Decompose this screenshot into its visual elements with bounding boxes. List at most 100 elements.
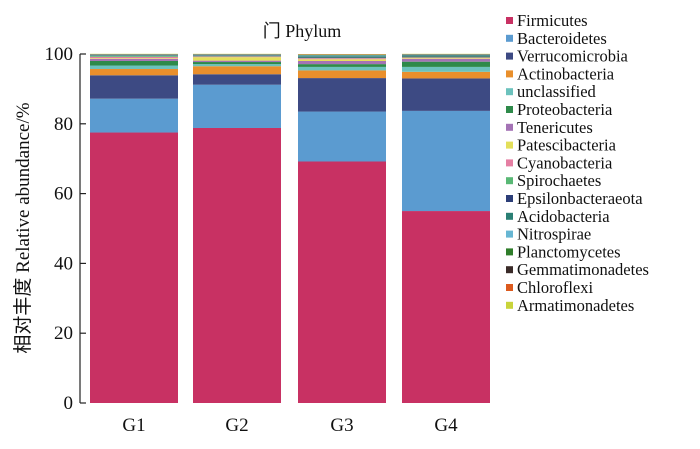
legend-label: Gemmatimonadetes [517, 260, 649, 279]
bars-layer [90, 53, 490, 403]
legend-label: Verrucomicrobia [517, 47, 629, 66]
bar-segment-g2-actinobacteria [193, 66, 281, 75]
x-tick-label: G3 [330, 415, 353, 436]
bar-segment-g1-bacteroidetes [90, 98, 178, 133]
legend-label: Actinobacteria [517, 64, 615, 83]
bar-segment-g3-tenericutes [298, 60, 386, 65]
x-tick-label: G4 [434, 415, 458, 436]
y-axis: 0 20 40 60 80 100 [45, 44, 86, 414]
bar-g2 [193, 53, 281, 403]
legend-item: Planctomycetes [506, 242, 621, 261]
bar-segment-g3-firmicutes [298, 161, 386, 403]
bar-segment-g3-cyanobacteria [298, 58, 386, 60]
legend-swatch [506, 177, 513, 185]
x-axis-labels: G1 G2 G3 G4 [122, 415, 458, 436]
legend-swatch [506, 106, 513, 113]
legend-item: Verrucomicrobia [506, 47, 629, 66]
bar-segment-g4-patescibacteria [402, 58, 490, 59]
bar-g1 [90, 53, 178, 403]
bar-segment-g1-firmicutes [90, 132, 178, 403]
legend-item: Epsilonbacteraeota [506, 189, 643, 208]
legend-item: Armatimonadetes [506, 296, 634, 315]
legend-item: Tenericutes [506, 118, 593, 137]
y-tick-label: 60 [54, 184, 73, 205]
y-tick-label: 100 [45, 44, 74, 65]
bar-segment-g4-tenericutes [402, 58, 490, 62]
bar-segment-g1-cyanobacteria [90, 56, 178, 59]
bar-segment-g3-proteobacteria [298, 64, 386, 67]
legend-label: Nitrospirae [517, 225, 591, 244]
bar-segment-g3-verrucomicrobia [298, 78, 386, 112]
legend-item: Chloroflexi [506, 278, 593, 297]
legend-item: Nitrospirae [506, 225, 591, 244]
bar-segment-g2-unclassified [193, 64, 281, 67]
legend-label: Armatimonadetes [517, 296, 634, 315]
legend-label: Epsilonbacteraeota [517, 189, 643, 208]
bar-segment-g4-spirochaetes [402, 56, 490, 58]
legend-item: Gemmatimonadetes [506, 260, 649, 279]
bar-segment-g3-unclassified [298, 66, 386, 71]
bar-segment-g4-firmicutes [402, 211, 490, 403]
bar-segment-g3-actinobacteria [298, 70, 386, 79]
bar-segment-g4-acidobacteria [402, 55, 490, 56]
legend-swatch [506, 284, 513, 291]
bar-segment-g2-cyanobacteria [193, 56, 281, 58]
legend-swatch [506, 230, 513, 238]
legend-label: Chloroflexi [517, 278, 593, 297]
legend-label: Spirochaetes [517, 171, 601, 190]
bar-segment-g4-verrucomicrobia [402, 78, 490, 111]
legend-swatch [506, 301, 513, 309]
bar-segment-g4-epsilonbacteraeota [402, 55, 490, 57]
bar-segment-g2-spirochaetes [193, 55, 281, 57]
bar-segment-g3-epsilonbacteraeota [298, 56, 386, 58]
bar-segment-g2-bacteroidetes [193, 84, 281, 128]
y-tick-label: 40 [54, 253, 73, 274]
legend-swatch [506, 88, 513, 96]
legend-item: Firmicutes [506, 11, 588, 30]
bar-segment-g1-proteobacteria [90, 60, 178, 66]
bar-segment-g4-unclassified [402, 66, 490, 72]
bar-segment-g2-verrucomicrobia [193, 74, 281, 85]
legend-swatch [506, 195, 513, 202]
legend-swatch [506, 123, 513, 131]
y-tick-label: 0 [64, 393, 74, 414]
bar-segment-g1-actinobacteria [90, 69, 178, 76]
legend: FirmicutesBacteroidetesVerrucomicrobiaAc… [506, 11, 649, 315]
legend-item: Actinobacteria [506, 64, 615, 83]
legend-item: Acidobacteria [506, 207, 610, 226]
bar-segment-g3-spirochaetes [298, 57, 386, 59]
bar-segment-g2-tenericutes [193, 60, 281, 63]
bar-segment-g3-nitrospirae [298, 55, 386, 57]
bar-segment-g1-unclassified [90, 65, 178, 70]
x-tick-label: G1 [122, 415, 145, 436]
legend-item: Spirochaetes [506, 171, 601, 190]
bar-segment-g4-bacteroidetes [402, 110, 490, 212]
legend-label: Proteobacteria [517, 100, 613, 119]
bar-segment-g1-tenericutes [90, 58, 178, 61]
bar-segment-g2-proteobacteria [193, 62, 281, 65]
legend-label: Cyanobacteria [517, 153, 613, 172]
y-tick-label: 20 [54, 323, 73, 344]
bar-segment-g1-verrucomicrobia [90, 75, 178, 99]
y-axis-label: 相对丰度 Relative abundance/% [12, 102, 34, 353]
legend-swatch [506, 141, 513, 149]
legend-item: Proteobacteria [506, 100, 613, 119]
bar-segment-g4-actinobacteria [402, 71, 490, 79]
x-tick-label: G2 [225, 415, 248, 436]
legend-swatch [506, 212, 513, 220]
legend-item: Patescibacteria [506, 136, 617, 155]
bar-segment-g2-patescibacteria [193, 57, 281, 61]
bar-g3 [298, 54, 386, 403]
legend-item: Cyanobacteria [506, 153, 613, 172]
legend-swatch [506, 34, 513, 42]
legend-label: Planctomycetes [517, 242, 621, 261]
legend-swatch [506, 248, 513, 256]
legend-item: unclassified [506, 82, 597, 101]
bar-segment-g4-proteobacteria [402, 61, 490, 67]
legend-label: Acidobacteria [517, 207, 610, 226]
bar-segment-g1-patescibacteria [90, 58, 178, 59]
legend-label: Firmicutes [517, 11, 588, 30]
legend-label: Bacteroidetes [517, 29, 607, 48]
legend-label: unclassified [517, 82, 597, 101]
